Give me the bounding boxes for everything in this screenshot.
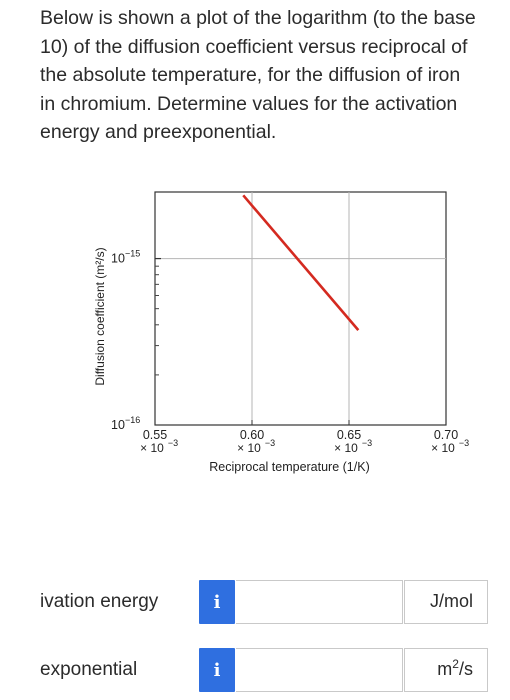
info-glyph: i [213,591,221,613]
x-tick-exponent: −3 [362,438,372,448]
x-tick-label: 0.55 [143,428,167,442]
x-tick-multiplier: × 10 [237,441,261,455]
activation-energy-unit: J/mol [404,580,488,624]
x-axis-label: Reciprocal temperature (1/K) [209,460,369,474]
x-tick-label: 0.60 [240,428,264,442]
info-glyph: i [213,659,221,681]
preexponential-input[interactable] [236,648,403,692]
x-tick-label: 0.70 [434,428,458,442]
plot-frame [154,191,447,426]
y-tick-label: 10 [111,418,125,432]
x-tick-exponent: −3 [265,438,275,448]
unit-suffix: /s [458,659,473,679]
question-text: Below is shown a plot of the logarithm (… [40,7,476,143]
y-tick-label: 10 [111,252,125,266]
unit-exponent: 2 [452,657,459,671]
x-tick-exponent: −3 [459,438,469,448]
info-icon[interactable]: i [199,648,235,692]
x-tick-multiplier: × 10 [334,441,358,455]
activation-energy-label: ivation energy [40,591,159,612]
info-icon[interactable]: i [199,580,235,624]
unit-base: m [437,659,453,679]
y-tick-exponent: −15 [125,249,140,259]
x-tick-multiplier: × 10 [431,441,455,455]
data-line [242,194,360,331]
chart-plot-area: 0.55× 10 −30.60× 10 −30.65× 10 −30.70× 10 −3… [93,191,469,474]
x-tick-multiplier: × 10 [140,441,164,455]
activation-energy-input[interactable] [236,580,403,624]
preexponential-unit: m2/s [404,648,488,692]
preexponential-row: exponential i m2/s [0,648,510,694]
unit-text: J/mol [429,591,473,611]
preexponential-label: exponential [40,659,138,680]
x-tick-label: 0.65 [337,428,361,442]
activation-energy-row: ivation energy i J/mol [0,580,510,626]
x-tick-exponent: −3 [168,438,178,448]
y-axis-label: Diffusion coefficient (m²/s) [93,247,107,385]
y-tick-exponent: −16 [125,415,140,425]
